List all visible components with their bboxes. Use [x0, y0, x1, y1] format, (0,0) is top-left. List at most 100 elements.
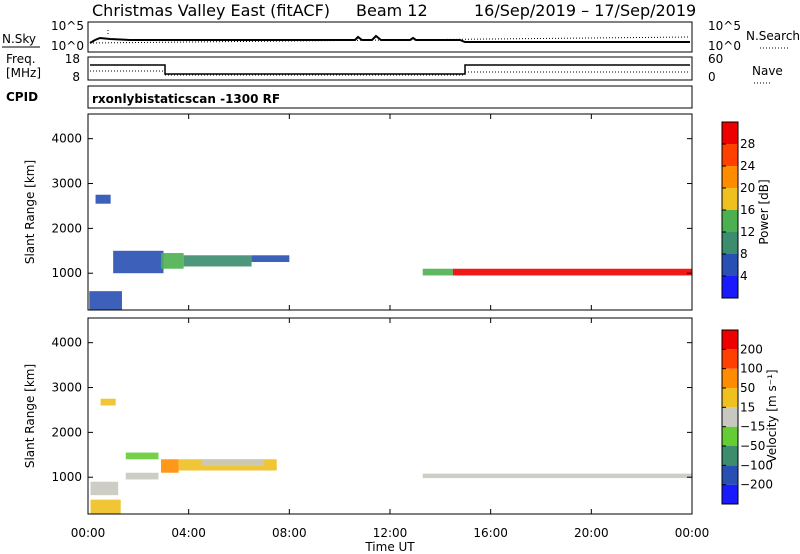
- date-range: 16/Sep/2019 – 17/Sep/2019: [474, 1, 696, 20]
- power-region-5: [251, 255, 290, 263]
- power-colorbar-label-1: 24: [740, 159, 755, 173]
- power-colorbar-label-6: 4: [740, 269, 748, 283]
- vel-ytick-label-1: 2000: [51, 425, 82, 439]
- time-label-1: 04:00: [171, 526, 206, 540]
- cpid-frame: [87, 85, 693, 109]
- power-panel: 1000 2000 3000 4000 Slant Range [km]: [23, 113, 693, 311]
- time-label-0: 00:00: [71, 526, 106, 540]
- vel-colorbar-label-0: 200: [740, 342, 763, 356]
- freq-label-2: [MHz]: [6, 66, 41, 80]
- vel-region-1: [90, 481, 119, 496]
- vel-colorbar-seg-6: [722, 368, 738, 388]
- power-colorbar-label-2: 20: [740, 181, 755, 195]
- nsky-frame: [87, 21, 693, 53]
- power-data-layer: [89, 194, 692, 310]
- velocity-xaxis-ticks: [87, 318, 693, 514]
- power-colorbar-seg-2: [722, 232, 738, 254]
- power-region-7: [452, 268, 692, 276]
- power-ytick-label-1: 2000: [51, 221, 82, 235]
- power-colorbar-seg-1: [722, 254, 738, 276]
- power-region-0: [89, 291, 122, 310]
- vel-ytick-label-3: 4000: [51, 336, 82, 350]
- vel-colorbar-seg-4: [722, 407, 738, 427]
- time-label-4: 16:00: [473, 526, 508, 540]
- power-colorbar-seg-6: [722, 144, 738, 166]
- vel-colorbar-label-1: 100: [740, 362, 763, 376]
- nave-tick-bottom: 0: [708, 70, 716, 84]
- velocity-colorbar-label: Velocity [m s⁻¹]: [765, 369, 779, 462]
- power-ytick-label-3: 4000: [51, 132, 82, 146]
- power-colorbar: Power [dB] 28 24 20 16 12 8 4: [721, 121, 771, 299]
- power-region-2: [113, 250, 164, 274]
- time-label-5: 20:00: [574, 526, 609, 540]
- vel-ytick-label-0: 1000: [51, 470, 82, 484]
- freq-frame: [87, 56, 693, 81]
- freq-tick-top: 18: [65, 52, 80, 66]
- nsearch-trace: [89, 36, 691, 44]
- time-label-3: 12:00: [373, 526, 408, 540]
- vel-region-8: [422, 473, 692, 479]
- power-colorbar-label-5: 8: [740, 247, 748, 261]
- vel-ytick-label-2: 3000: [51, 381, 82, 395]
- figure-title: Christmas Valley East (fitACF): [92, 1, 330, 20]
- beam-label: Beam 12: [356, 1, 428, 20]
- vel-region-3: [125, 452, 159, 460]
- power-colorbar-seg-0: [722, 276, 738, 298]
- power-region-6: [422, 268, 453, 276]
- vel-colorbar-label-3: 15: [740, 400, 755, 414]
- nsky-tick-bottom: 10^0: [51, 39, 84, 53]
- power-ytick-label-2: 3000: [51, 177, 82, 191]
- power-colorbar-seg-3: [722, 210, 738, 232]
- nsky-panel: N.Sky 10^5 10^0 10^5 10^0 N.Search: [2, 19, 800, 53]
- nave-tick-top: 60: [708, 52, 723, 66]
- power-region-3: [160, 253, 184, 269]
- nsearch-tick-bottom: 10^0: [708, 39, 741, 53]
- velocity-ylabel: Slant Range [km]: [23, 364, 37, 468]
- velocity-panel: 1000 2000 3000 4000 Slant Range [km]: [23, 317, 693, 515]
- vel-colorbar-seg-8: [722, 330, 738, 350]
- power-colorbar-label-0: 28: [740, 137, 755, 151]
- vel-colorbar-seg-0: [722, 484, 738, 504]
- freq-tick-bottom: 8: [72, 70, 80, 84]
- cpid-value: rxonlybistaticscan -1300 RF: [92, 92, 280, 106]
- power-region-1: [95, 194, 111, 204]
- vel-region-7: [201, 459, 265, 467]
- freq-panel: Freq. [MHz] 18 8 60 0 Nave: [6, 52, 783, 84]
- vel-region-0: [90, 499, 121, 514]
- vel-region-5: [160, 459, 179, 473]
- vel-colorbar-label-5: −50: [740, 439, 765, 453]
- vel-region-4: [125, 472, 159, 480]
- power-colorbar-seg-4: [722, 188, 738, 210]
- cpid-label: CPID: [6, 90, 38, 104]
- nsky-tick-top: 10^5: [51, 19, 84, 33]
- freq-label-1: Freq.: [6, 52, 36, 66]
- time-axis-title: Time UT: [364, 540, 415, 554]
- power-ylabel: Slant Range [km]: [23, 160, 37, 264]
- velocity-data-layer: [90, 398, 692, 514]
- power-colorbar-label-4: 12: [740, 225, 755, 239]
- nave-label: Nave: [752, 64, 783, 78]
- vel-region-2: [100, 398, 116, 406]
- freq-trace: [90, 64, 690, 75]
- power-yaxis: 1000 2000 3000 4000: [51, 132, 692, 280]
- vel-colorbar-label-2: 50: [740, 381, 755, 395]
- velocity-colorbar: Velocity [m s⁻¹] 200 100 50 15 −15 −50 −100 −20…: [721, 329, 779, 505]
- vel-colorbar-seg-2: [722, 446, 738, 466]
- nsearch-tick-top: 10^5: [708, 19, 741, 33]
- velocity-yaxis: 1000 2000 3000 4000: [51, 336, 692, 484]
- power-colorbar-label: Power [dB]: [757, 179, 771, 244]
- vel-colorbar-seg-1: [722, 465, 738, 485]
- vel-colorbar-label-6: −100: [740, 458, 773, 472]
- vel-colorbar-frame: [721, 329, 739, 505]
- velocity-frame: [87, 317, 693, 515]
- time-label-6: 00:00: [675, 526, 710, 540]
- nsky-trace: [89, 34, 690, 44]
- nsky-label: N.Sky: [2, 32, 36, 46]
- vel-colorbar-seg-5: [722, 388, 738, 408]
- vel-colorbar-label-4: −15: [740, 420, 765, 434]
- power-ytick-label-0: 1000: [51, 266, 82, 280]
- vel-colorbar-label-7: −200: [740, 478, 773, 492]
- time-label-2: 08:00: [272, 526, 307, 540]
- power-xaxis-ticks: [87, 114, 693, 310]
